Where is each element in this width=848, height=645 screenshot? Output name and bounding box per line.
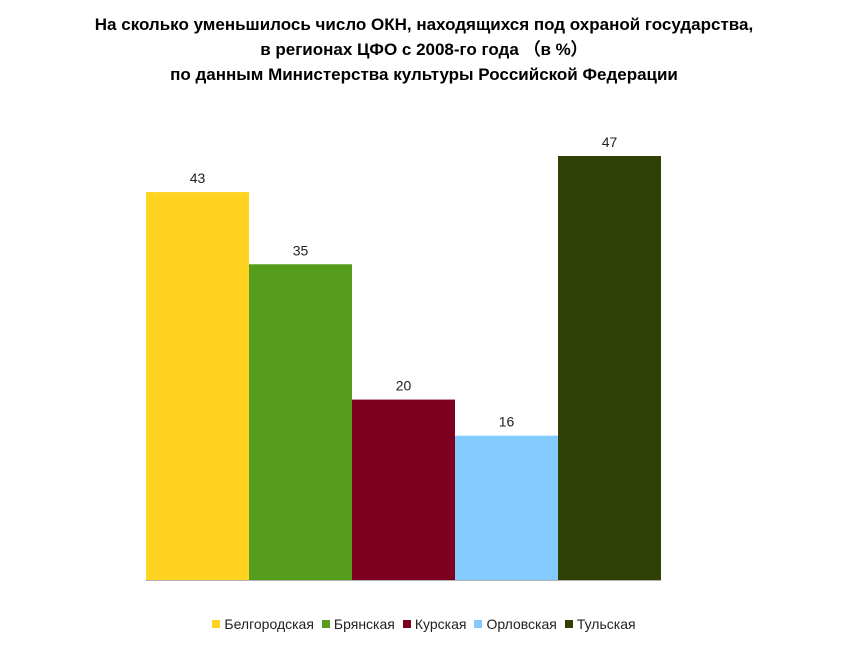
legend-swatch-5	[564, 620, 573, 628]
legend-label-5: Тульская	[576, 616, 636, 632]
legend-item-5: Тульская	[564, 616, 636, 632]
chart-title-line-2: в регионах ЦФО с 2008-го года （в %）	[260, 40, 588, 59]
bar-5	[558, 156, 661, 580]
bar-1	[146, 192, 249, 580]
bar-4	[455, 435, 558, 580]
data-label-2: 35	[293, 242, 309, 258]
legend-swatch-4	[474, 620, 483, 628]
data-label-5: 47	[602, 134, 618, 150]
chart-title-line-3: по данным Министерства культуры Российск…	[170, 65, 678, 84]
bars-group	[146, 156, 661, 580]
legend-item-3: Курская	[402, 616, 467, 632]
legend-label-3: Курская	[414, 616, 467, 632]
legend-swatch-2	[321, 620, 330, 628]
legend-label-2: Брянская	[333, 616, 395, 632]
legend-item-4: Орловская	[474, 616, 557, 632]
data-labels-group: 43 35 20 16 47	[190, 134, 618, 430]
legend-label-1: Белгородская	[224, 616, 314, 632]
data-label-4: 16	[499, 414, 515, 430]
data-label-1: 43	[190, 170, 206, 186]
legend-swatch-3	[402, 620, 411, 628]
data-label-3: 20	[396, 378, 412, 394]
bar-3	[352, 399, 455, 580]
legend-swatch-1	[212, 620, 221, 628]
chart-title: На сколько уменьшилось число ОКН, находя…	[0, 12, 848, 87]
legend: Белгородская Брянская Курская Орловская Туль…	[0, 616, 848, 632]
legend-label-4: Орловская	[486, 616, 557, 632]
bar-2	[249, 264, 352, 580]
legend-item-1: Белгородская	[212, 616, 314, 632]
chart-title-line-1: На сколько уменьшилось число ОКН, находя…	[94, 15, 754, 34]
legend-item-2: Брянская	[321, 616, 395, 632]
